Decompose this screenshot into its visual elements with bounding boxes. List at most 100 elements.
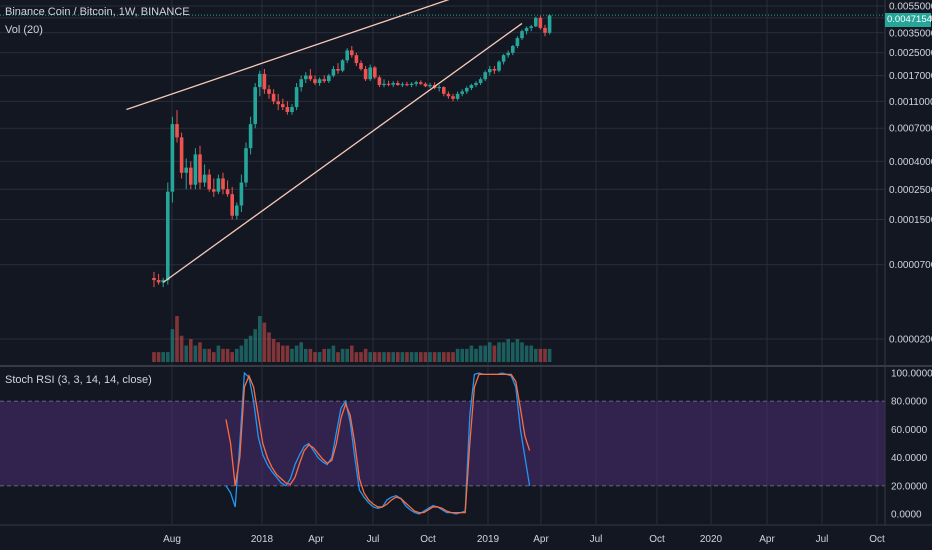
candle-body[interactable]: [350, 50, 354, 56]
candle-body[interactable]: [152, 277, 156, 281]
candle-body[interactable]: [465, 87, 469, 92]
candle-body[interactable]: [543, 27, 547, 33]
stoch-rsi-axis[interactable]: 100.0000 80.0000 60.0000 40.0000 20.0000 0.00…: [891, 369, 932, 521]
candle-body[interactable]: [524, 27, 529, 32]
candle-body[interactable]: [221, 178, 225, 190]
candle-body[interactable]: [368, 67, 372, 80]
candle-body[interactable]: [184, 167, 188, 173]
candle-body[interactable]: [396, 83, 400, 86]
volume-bar: [428, 352, 432, 362]
candle-body[interactable]: [451, 96, 455, 99]
candle-body[interactable]: [276, 101, 280, 105]
volume-bar: [488, 342, 492, 362]
volume-bar: [506, 339, 510, 362]
candle-body[interactable]: [428, 85, 432, 87]
candle-body[interactable]: [271, 93, 276, 102]
candle-body[interactable]: [460, 91, 464, 94]
candle-body[interactable]: [198, 154, 202, 183]
candle-body[interactable]: [189, 167, 193, 185]
candle-body[interactable]: [520, 31, 524, 39]
candle-body[interactable]: [179, 137, 184, 173]
candle-body[interactable]: [488, 69, 492, 73]
candle-body[interactable]: [345, 50, 349, 61]
candle-body[interactable]: [409, 83, 414, 86]
candle-body[interactable]: [474, 83, 478, 86]
time-axis[interactable]: Aug 2018 Apr Jul Oct 2019 Apr Jul Oct 2020 Apr Jul O…: [163, 534, 885, 545]
candle-body[interactable]: [225, 189, 230, 195]
candle-body[interactable]: [414, 82, 418, 84]
candle-body[interactable]: [497, 61, 501, 71]
candle-body[interactable]: [359, 63, 363, 70]
candle-body[interactable]: [313, 79, 317, 84]
trendlines[interactable]: [126, 0, 523, 283]
candle-body[interactable]: [230, 194, 234, 216]
candle-body[interactable]: [304, 75, 308, 80]
candle-body[interactable]: [216, 178, 221, 192]
candle-body[interactable]: [478, 79, 483, 84]
candle-body[interactable]: [442, 87, 446, 94]
trendline[interactable]: [126, 0, 466, 111]
candle-body[interactable]: [258, 73, 262, 88]
candle-body[interactable]: [538, 17, 543, 28]
candle-body[interactable]: [331, 69, 336, 76]
candle-body[interactable]: [317, 79, 322, 84]
candle-body[interactable]: [262, 73, 267, 90]
candle-body[interactable]: [285, 107, 290, 113]
candle-body[interactable]: [354, 55, 359, 64]
candle-body[interactable]: [501, 55, 506, 62]
candle-body[interactable]: [193, 154, 198, 185]
candle-body[interactable]: [340, 60, 345, 71]
candle-body[interactable]: [483, 72, 487, 80]
candle-body[interactable]: [469, 85, 474, 88]
candle-body[interactable]: [529, 26, 533, 28]
candle-body[interactable]: [336, 69, 340, 71]
candle-body[interactable]: [511, 46, 515, 53]
candle-body[interactable]: [253, 87, 257, 125]
price-tick-label: 0.0055000: [889, 2, 932, 13]
candle-body[interactable]: [437, 87, 441, 89]
volume-bar: [368, 352, 372, 362]
candlesticks[interactable]: [152, 14, 552, 288]
candle-body[interactable]: [212, 189, 216, 192]
candle-body[interactable]: [244, 148, 248, 183]
candle-body[interactable]: [455, 93, 460, 99]
candle-body[interactable]: [281, 104, 285, 108]
candle-body[interactable]: [166, 191, 170, 281]
candle-body[interactable]: [515, 38, 520, 47]
candle-body[interactable]: [391, 83, 395, 85]
candle-body[interactable]: [446, 93, 451, 97]
candle-body[interactable]: [405, 84, 409, 86]
candle-body[interactable]: [170, 124, 175, 192]
candle-body[interactable]: [235, 205, 239, 216]
candle-body[interactable]: [363, 69, 368, 80]
candle-body[interactable]: [322, 79, 326, 82]
candle-body[interactable]: [299, 79, 303, 88]
candle-body[interactable]: [506, 52, 510, 56]
candle-body[interactable]: [377, 77, 382, 86]
candle-body[interactable]: [239, 182, 244, 206]
candle-body[interactable]: [386, 83, 391, 85]
candle-body[interactable]: [492, 69, 497, 71]
candle-body[interactable]: [207, 174, 211, 190]
candle-body[interactable]: [382, 83, 386, 86]
candle-body[interactable]: [294, 87, 299, 108]
trendline[interactable]: [162, 22, 523, 283]
volume-bar: [322, 348, 326, 362]
candle-body[interactable]: [175, 124, 179, 138]
candle-body[interactable]: [534, 17, 538, 27]
candle-body[interactable]: [400, 84, 405, 86]
candle-body[interactable]: [156, 280, 161, 283]
candle-body[interactable]: [327, 75, 331, 82]
candle-body[interactable]: [547, 15, 552, 33]
candle-body[interactable]: [419, 82, 423, 84]
candle-body[interactable]: [248, 124, 253, 149]
candle-body[interactable]: [290, 107, 294, 113]
candle-body[interactable]: [267, 89, 271, 94]
candle-body[interactable]: [308, 75, 313, 80]
candle-body[interactable]: [373, 67, 377, 78]
candle-body[interactable]: [161, 280, 165, 283]
candle-body[interactable]: [423, 83, 428, 87]
candle-body[interactable]: [202, 174, 207, 183]
volume-bar: [235, 348, 239, 362]
